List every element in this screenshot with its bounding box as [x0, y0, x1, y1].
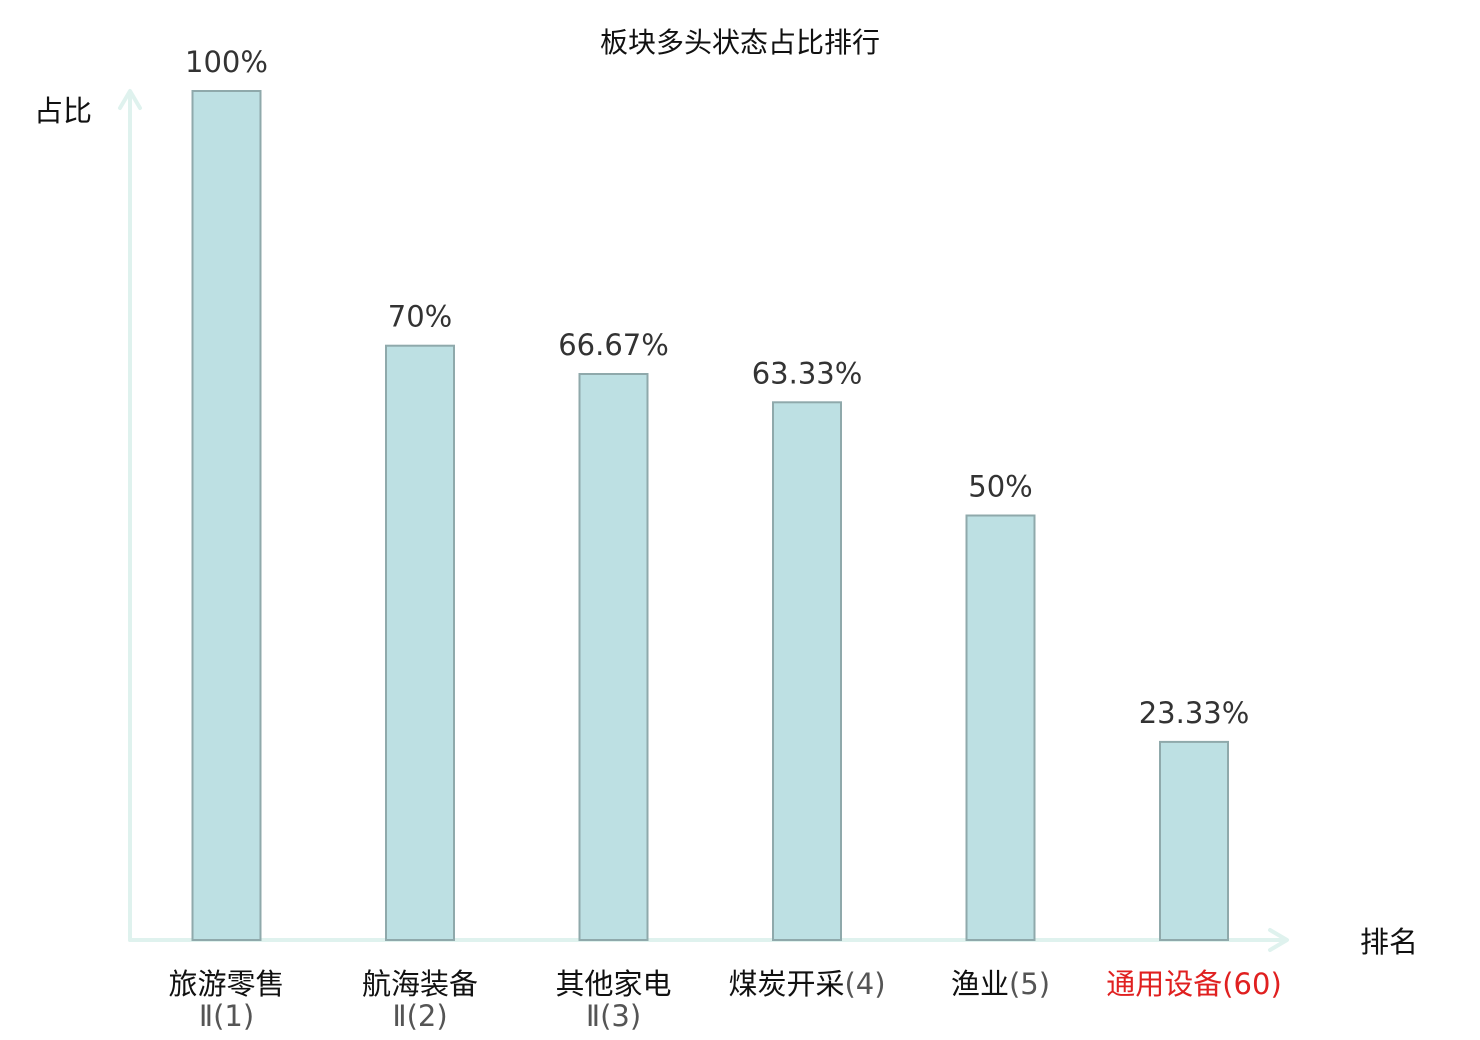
tick-label-rank: (60) — [1222, 967, 1282, 1001]
data-label: 66.67% — [558, 328, 669, 362]
data-label: 50% — [968, 470, 1032, 504]
chart-title: 板块多头状态占比排行 — [600, 26, 880, 59]
value-labels-group: 100% 70% 66.67% 63.33% 50% 23.33% — [185, 45, 1249, 730]
tick-label-name: 渔业 — [951, 967, 1009, 1001]
bar — [965, 514, 1036, 941]
tick-label-name: 煤炭开采 — [728, 967, 844, 1001]
bar — [1159, 740, 1229, 942]
y-axis-label: 占比 — [34, 94, 92, 128]
tick-label-rank: (4) — [844, 967, 885, 1001]
tick-label-rank: Ⅱ(1) — [199, 999, 254, 1033]
tick-label: 渔业(5) — [951, 967, 1050, 1001]
tick-label-rank: (5) — [1009, 967, 1050, 1001]
tick-label-name: 其他家电 — [555, 967, 671, 1001]
category-label: 渔业(5) — [951, 967, 1050, 1001]
bar — [191, 90, 262, 941]
y-axis-arrow — [118, 89, 142, 110]
bar — [578, 373, 649, 941]
x-axis-arrow — [1268, 928, 1289, 952]
x-axis-label: 排名 — [1360, 925, 1418, 959]
data-label: 100% — [185, 45, 268, 79]
y-axis: 占比 — [34, 89, 142, 942]
x-axis: 排名 — [128, 925, 1418, 959]
data-label: 23.33% — [1139, 696, 1250, 730]
category-label: 煤炭开采(4) — [728, 967, 885, 1001]
tick-label-rank: Ⅱ(2) — [392, 999, 447, 1033]
tick-label-name: 旅游零售 — [168, 967, 284, 1001]
data-label: 63.33% — [752, 356, 863, 390]
tick-label: 通用设备(60) — [1106, 967, 1282, 1001]
bar — [772, 401, 842, 941]
tick-label: 煤炭开采(4) — [728, 967, 885, 1001]
tick-label-rank: Ⅱ(3) — [586, 999, 641, 1033]
tick-label-name: 通用设备 — [1106, 967, 1222, 1001]
bar — [385, 344, 455, 941]
bars-group — [191, 90, 1229, 942]
tick-label-name: 航海装备 — [362, 967, 478, 1001]
data-label: 70% — [388, 300, 452, 334]
category-label: 通用设备(60) — [1106, 967, 1282, 1001]
